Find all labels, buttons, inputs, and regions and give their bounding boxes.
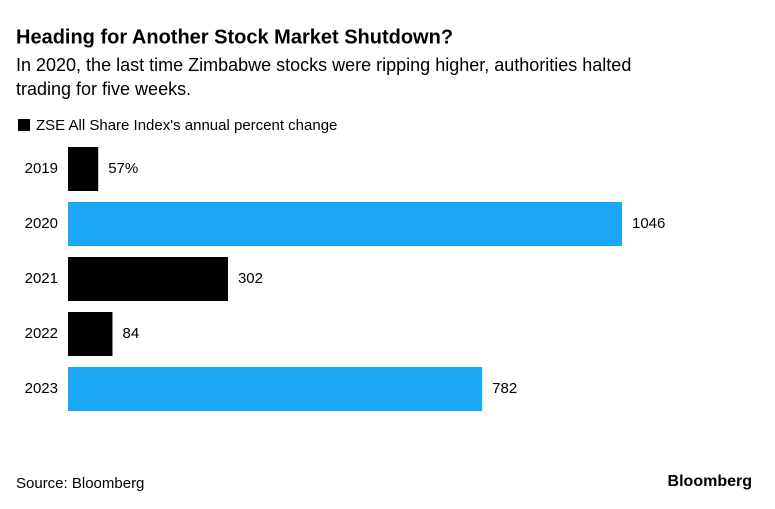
source: Source: Bloomberg [16, 475, 144, 492]
value-label: 57% [108, 160, 138, 177]
y-tick-label: 2021 [25, 270, 58, 287]
legend-label: ZSE All Share Index's annual percent cha… [36, 117, 337, 134]
y-tick-label: 2020 [25, 215, 58, 232]
y-tick-label: 2023 [25, 380, 58, 397]
bar [68, 147, 99, 191]
y-tick-label: 2022 [25, 325, 58, 342]
chart-title: Heading for Another Stock Market Shutdow… [16, 26, 453, 48]
legend-swatch [18, 119, 30, 131]
bar [68, 257, 228, 301]
brand: Bloomberg [668, 473, 752, 490]
bar [68, 202, 622, 246]
value-label: 782 [492, 380, 517, 397]
value-label: 1046 [632, 215, 665, 232]
chart-subtitle: trading for five weeks. [16, 79, 191, 99]
value-label: 302 [238, 270, 263, 287]
bar [68, 367, 483, 411]
chart-subtitle: In 2020, the last time Zimbabwe stocks w… [16, 55, 631, 75]
value-label: 84 [122, 325, 139, 342]
bar [68, 312, 113, 356]
y-tick-label: 2019 [25, 160, 58, 177]
